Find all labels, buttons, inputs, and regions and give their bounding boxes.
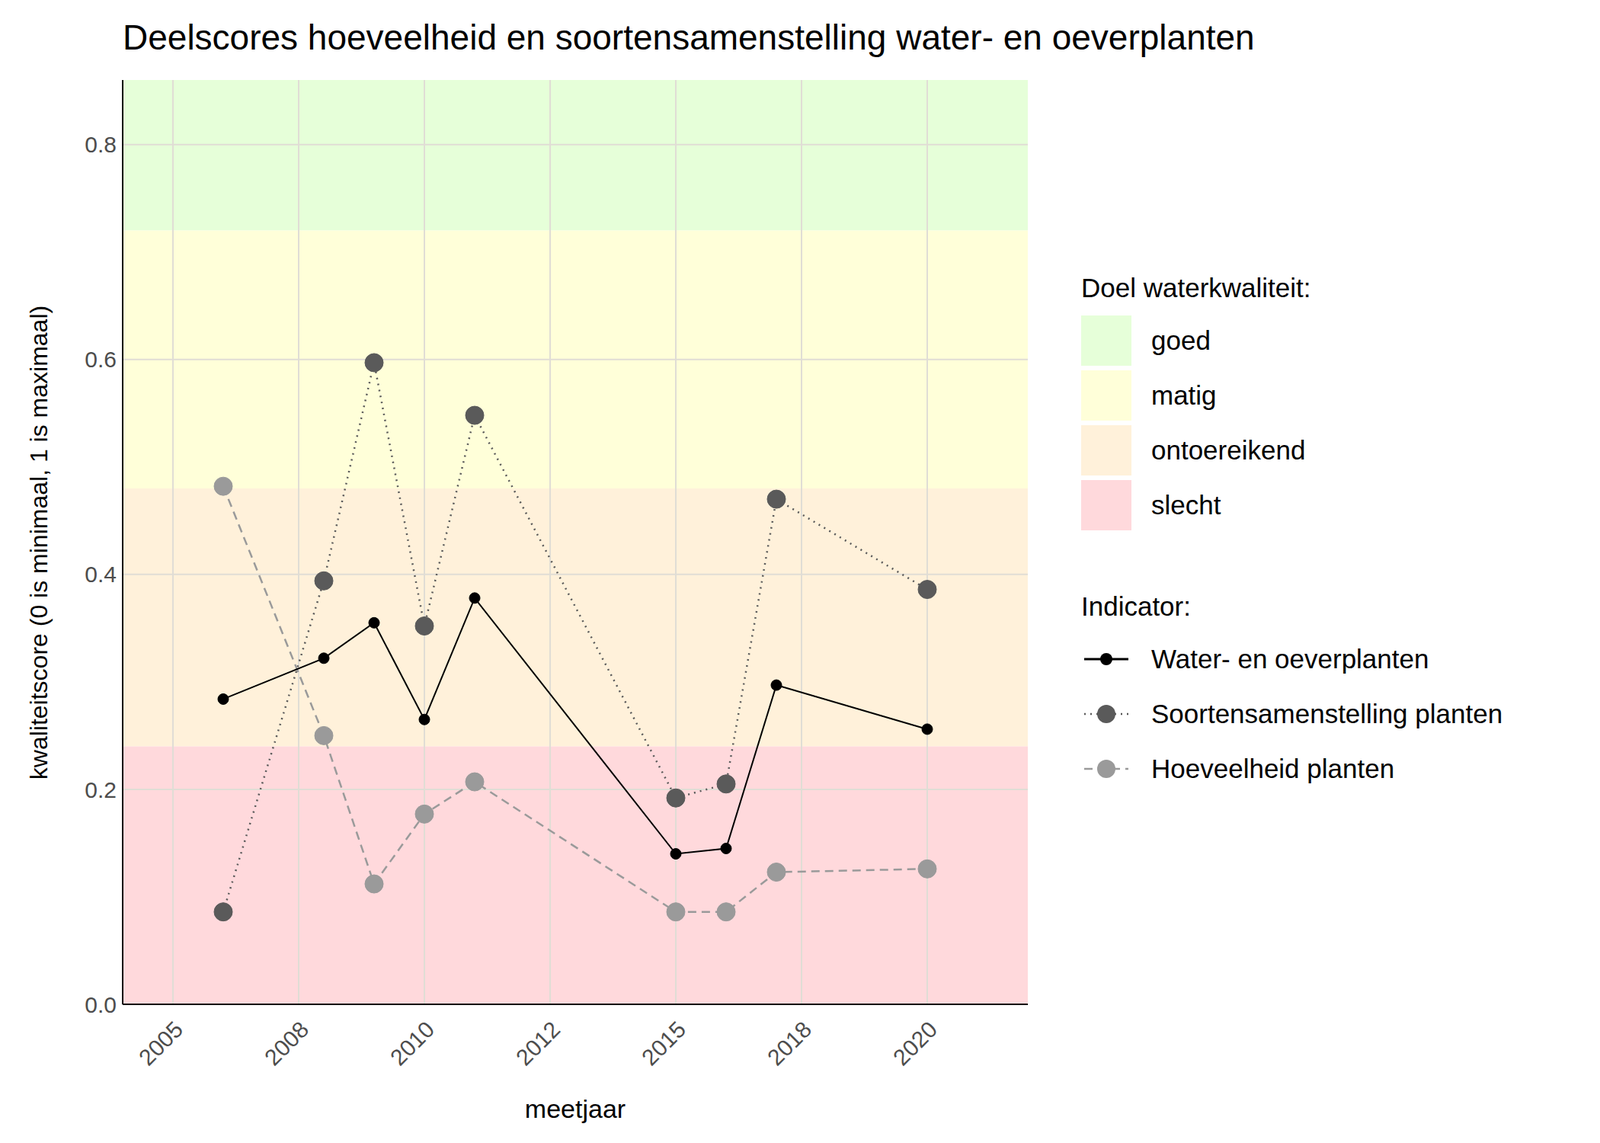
html-text:ontoereikend: ontoereikend (1151, 435, 1306, 465)
svg-text:0.6: 0.6 (84, 346, 117, 372)
html-text:Soortensamenstelling planten: Soortensamenstelling planten (1151, 698, 1503, 729)
html-text:goed: goed (1151, 325, 1211, 356)
svg-text:2012: 2012 (511, 1016, 566, 1071)
html-text:slecht: slecht (1151, 489, 1221, 520)
svg-text:0.2: 0.2 (84, 777, 117, 803)
svg-text:2010: 2010 (385, 1016, 440, 1071)
svg-text:0.8: 0.8 (84, 131, 117, 157)
svg-text:2018: 2018 (762, 1016, 817, 1071)
svg-text:2008: 2008 (259, 1016, 314, 1071)
html-text:Hoeveelheid planten: Hoeveelheid planten (1151, 753, 1395, 784)
svg-text:0.4: 0.4 (84, 561, 117, 587)
html-text:Doel waterkwaliteit:: Doel waterkwaliteit: (1081, 272, 1311, 303)
svg-text:0.0: 0.0 (84, 992, 117, 1018)
html-text:Deelscores hoeveelheid en soor: Deelscores hoeveelheid en soortensamenst… (122, 17, 1255, 58)
html-text:kwaliteitscore (0 is minimaal,: kwaliteitscore (0 is minimaal, 1 is maxi… (25, 304, 53, 780)
html-text:Water- en oeverplanten: Water- en oeverplanten (1151, 643, 1429, 674)
svg-text:2015: 2015 (636, 1016, 692, 1071)
html-text:Indicator:: Indicator: (1081, 591, 1191, 621)
html-text:meetjaar: meetjaar (524, 1094, 626, 1124)
svg-text:2005: 2005 (134, 1016, 189, 1071)
html-text:matig: matig (1151, 380, 1217, 410)
svg-text:2020: 2020 (888, 1016, 943, 1071)
